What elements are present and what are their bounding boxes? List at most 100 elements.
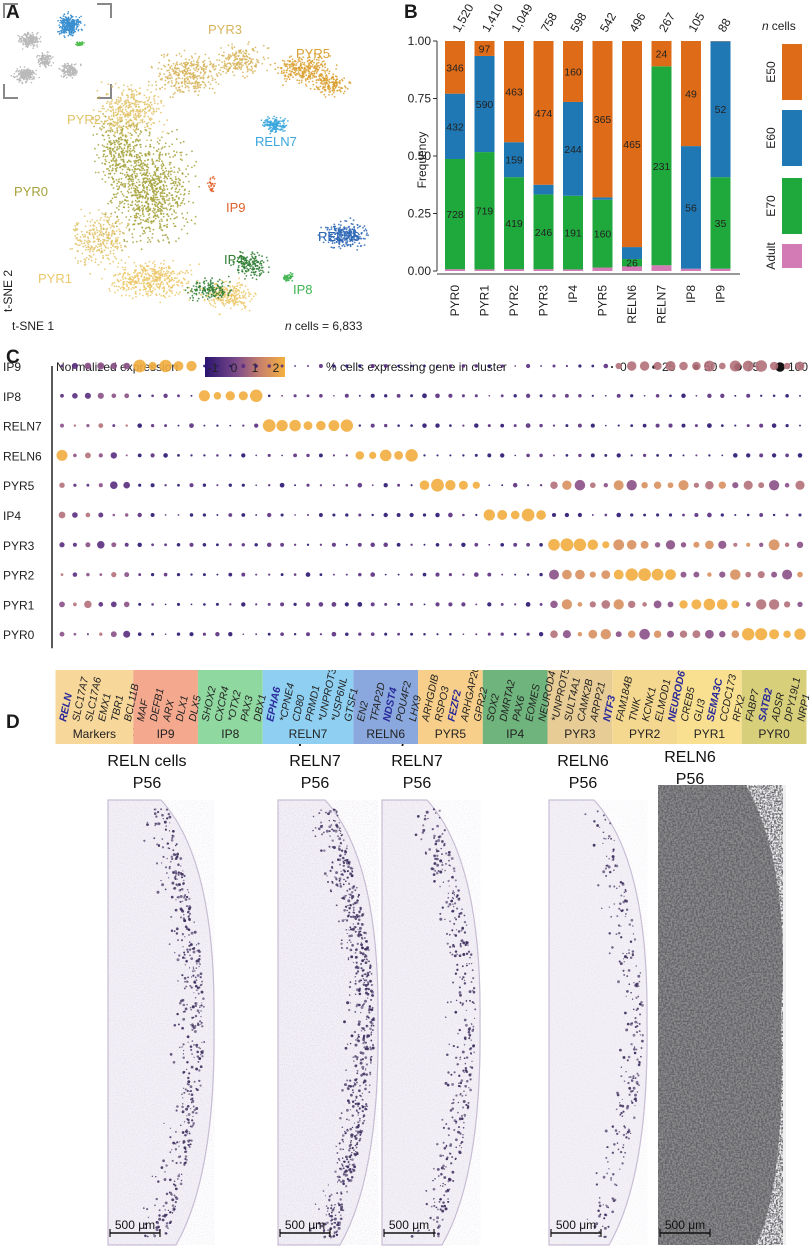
dot <box>755 360 767 372</box>
dot <box>436 364 439 368</box>
gene-label: SOX2 <box>484 693 502 723</box>
insitu-cluster-0: RELN cells <box>107 753 186 770</box>
dot <box>319 393 323 398</box>
bar-pyr5-e60 <box>592 197 613 200</box>
dot <box>410 364 413 368</box>
dot <box>370 632 375 637</box>
dot <box>448 393 453 398</box>
bar-value-label: 719 <box>476 206 494 218</box>
dot <box>769 629 780 640</box>
bar-pyr2-e70 <box>504 177 524 270</box>
dot <box>276 419 288 432</box>
bar-ip4-adult <box>563 269 583 271</box>
bar-value-label: 590 <box>476 99 494 111</box>
dot <box>150 513 155 517</box>
dot <box>475 513 478 517</box>
dot <box>249 389 263 403</box>
dot <box>525 423 531 428</box>
panel-label-c: C <box>6 347 20 368</box>
dot <box>138 573 142 577</box>
gene-label: LHX9 <box>407 694 424 722</box>
dot <box>60 393 64 398</box>
dot <box>98 483 103 488</box>
dot <box>487 453 492 458</box>
dot <box>266 542 272 548</box>
dot <box>86 423 90 428</box>
dot <box>73 453 77 458</box>
dot <box>71 362 78 370</box>
bar-value-label: 191 <box>564 228 582 240</box>
dot <box>164 484 167 487</box>
dot <box>345 632 349 636</box>
dot <box>679 600 688 609</box>
dot <box>627 630 636 638</box>
dot <box>448 543 452 547</box>
dot <box>630 454 633 457</box>
dot <box>539 572 543 577</box>
dot <box>319 484 323 487</box>
dot <box>616 453 621 458</box>
dot <box>241 483 245 487</box>
dot <box>202 573 206 577</box>
dot <box>734 513 737 517</box>
bar-pyr0-e60 <box>445 93 465 159</box>
insitu-image-ndst4: 500 μm <box>548 799 648 1246</box>
dot <box>177 394 180 398</box>
ytick: 0.25 <box>408 207 432 221</box>
dot <box>435 602 440 607</box>
bar-pyr5-e70 <box>592 199 613 268</box>
dot <box>448 573 452 577</box>
bar-pyr2-e50 <box>504 41 524 143</box>
dot <box>345 454 348 457</box>
dot <box>358 632 362 636</box>
dot <box>396 513 401 517</box>
dot <box>279 482 285 488</box>
bar-value-label: 26 <box>626 258 638 270</box>
dot <box>795 361 805 371</box>
dot <box>294 484 297 487</box>
dot <box>293 602 297 607</box>
dot <box>110 601 117 608</box>
dot <box>680 571 687 578</box>
dot <box>423 364 426 368</box>
dot <box>293 632 297 636</box>
dot <box>665 569 676 580</box>
dot <box>655 394 660 398</box>
tsne-cell-count: n cells = 6,833 <box>285 319 363 333</box>
dot <box>397 603 400 606</box>
dot <box>435 393 440 399</box>
dot <box>383 512 388 518</box>
dot <box>462 573 465 576</box>
dot <box>228 483 232 487</box>
dot <box>500 423 505 428</box>
dot <box>241 363 246 369</box>
dot <box>293 453 298 458</box>
tsne-label-ip8: IP8 <box>293 282 313 297</box>
dot <box>759 423 764 428</box>
dot <box>355 451 365 460</box>
dot <box>720 513 724 517</box>
dot <box>768 480 780 491</box>
dot <box>60 364 64 368</box>
dot <box>84 362 92 370</box>
dot <box>694 424 698 428</box>
bar-value-label: 35 <box>715 218 727 230</box>
dot <box>512 482 518 488</box>
dot <box>617 424 620 427</box>
bar-pyr1-e50 <box>474 41 495 56</box>
dot <box>588 629 598 639</box>
dot <box>746 453 751 458</box>
bar-value-label: 419 <box>505 218 523 230</box>
dot <box>384 394 388 398</box>
dot <box>771 423 777 428</box>
dot <box>255 514 258 516</box>
dot <box>370 572 376 577</box>
bar-total-pyr2: 1,049 <box>508 1 535 34</box>
tsne-label-ip9: IP9 <box>226 200 246 215</box>
dot <box>526 453 530 458</box>
dot <box>123 601 130 608</box>
dot <box>384 632 388 636</box>
dot <box>564 512 570 518</box>
dot <box>357 542 362 547</box>
dot <box>604 453 608 457</box>
